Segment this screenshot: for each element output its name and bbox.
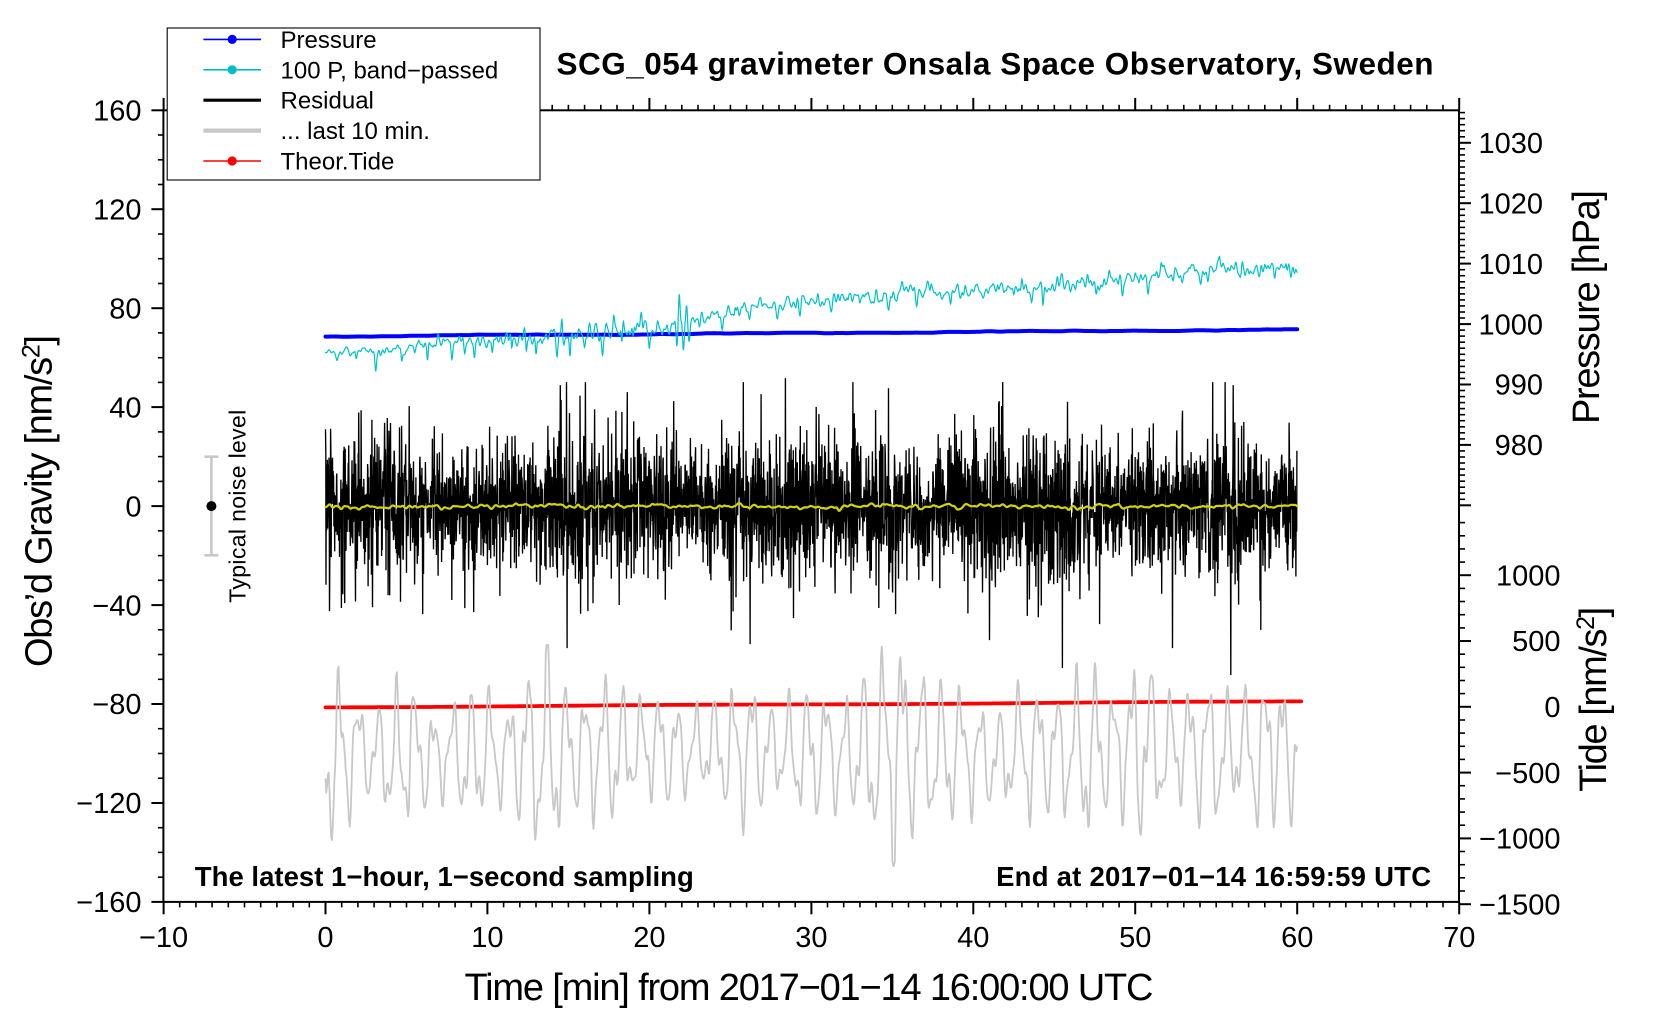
svg-text:... last 10 min.: ... last 10 min.: [281, 118, 430, 145]
svg-text:0: 0: [125, 491, 141, 523]
svg-text:70: 70: [1443, 922, 1475, 954]
svg-text:Tide [nm/s2]: Tide [nm/s2]: [1572, 607, 1615, 792]
svg-text:−40: −40: [92, 590, 141, 622]
svg-text:SCG_054 gravimeter Onsala Spac: SCG_054 gravimeter Onsala Space Observat…: [557, 45, 1434, 81]
svg-text:Typical noise level: Typical noise level: [225, 410, 251, 603]
svg-text:End at 2017−01−14 16:59:59 UTC: End at 2017−01−14 16:59:59 UTC: [996, 861, 1431, 892]
svg-text:10: 10: [471, 922, 503, 954]
svg-text:Pressure: Pressure: [281, 27, 377, 54]
svg-text:120: 120: [93, 194, 141, 226]
svg-text:−1000: −1000: [1479, 824, 1560, 856]
svg-text:160: 160: [93, 96, 141, 128]
svg-text:The latest 1−hour, 1−second sa: The latest 1−hour, 1−second sampling: [195, 861, 694, 892]
svg-text:1000: 1000: [1478, 309, 1543, 341]
svg-text:Pressure [hPa]: Pressure [hPa]: [1566, 190, 1608, 424]
svg-text:80: 80: [109, 293, 141, 325]
svg-text:50: 50: [1119, 922, 1151, 954]
svg-text:20: 20: [633, 922, 665, 954]
svg-text:40: 40: [109, 392, 141, 424]
svg-text:−160: −160: [76, 887, 141, 919]
svg-text:Residual: Residual: [281, 88, 374, 115]
svg-text:500: 500: [1512, 626, 1560, 658]
svg-text:1020: 1020: [1478, 188, 1543, 220]
svg-text:40: 40: [957, 922, 989, 954]
svg-text:1030: 1030: [1478, 128, 1543, 160]
svg-text:−80: −80: [92, 689, 141, 721]
svg-text:0: 0: [1544, 692, 1560, 724]
svg-text:990: 990: [1495, 370, 1543, 402]
svg-text:−120: −120: [76, 788, 141, 820]
svg-text:1000: 1000: [1496, 560, 1561, 592]
svg-text:Theor.Tide: Theor.Tide: [281, 149, 395, 176]
svg-text:−500: −500: [1495, 758, 1560, 790]
svg-text:1010: 1010: [1478, 249, 1543, 281]
svg-text:980: 980: [1495, 430, 1543, 462]
svg-text:100 P, band−passed: 100 P, band−passed: [281, 57, 499, 84]
svg-text:0: 0: [317, 922, 333, 954]
svg-text:Obs’d Gravity [nm/s2]: Obs’d Gravity [nm/s2]: [18, 335, 61, 667]
svg-text:30: 30: [795, 922, 827, 954]
svg-text:−1500: −1500: [1479, 889, 1560, 921]
svg-text:Time [min] from 2017−01−14 16:: Time [min] from 2017−01−14 16:00:00 UTC: [465, 967, 1154, 1009]
svg-text:60: 60: [1281, 922, 1313, 954]
svg-text:−10: −10: [139, 922, 188, 954]
